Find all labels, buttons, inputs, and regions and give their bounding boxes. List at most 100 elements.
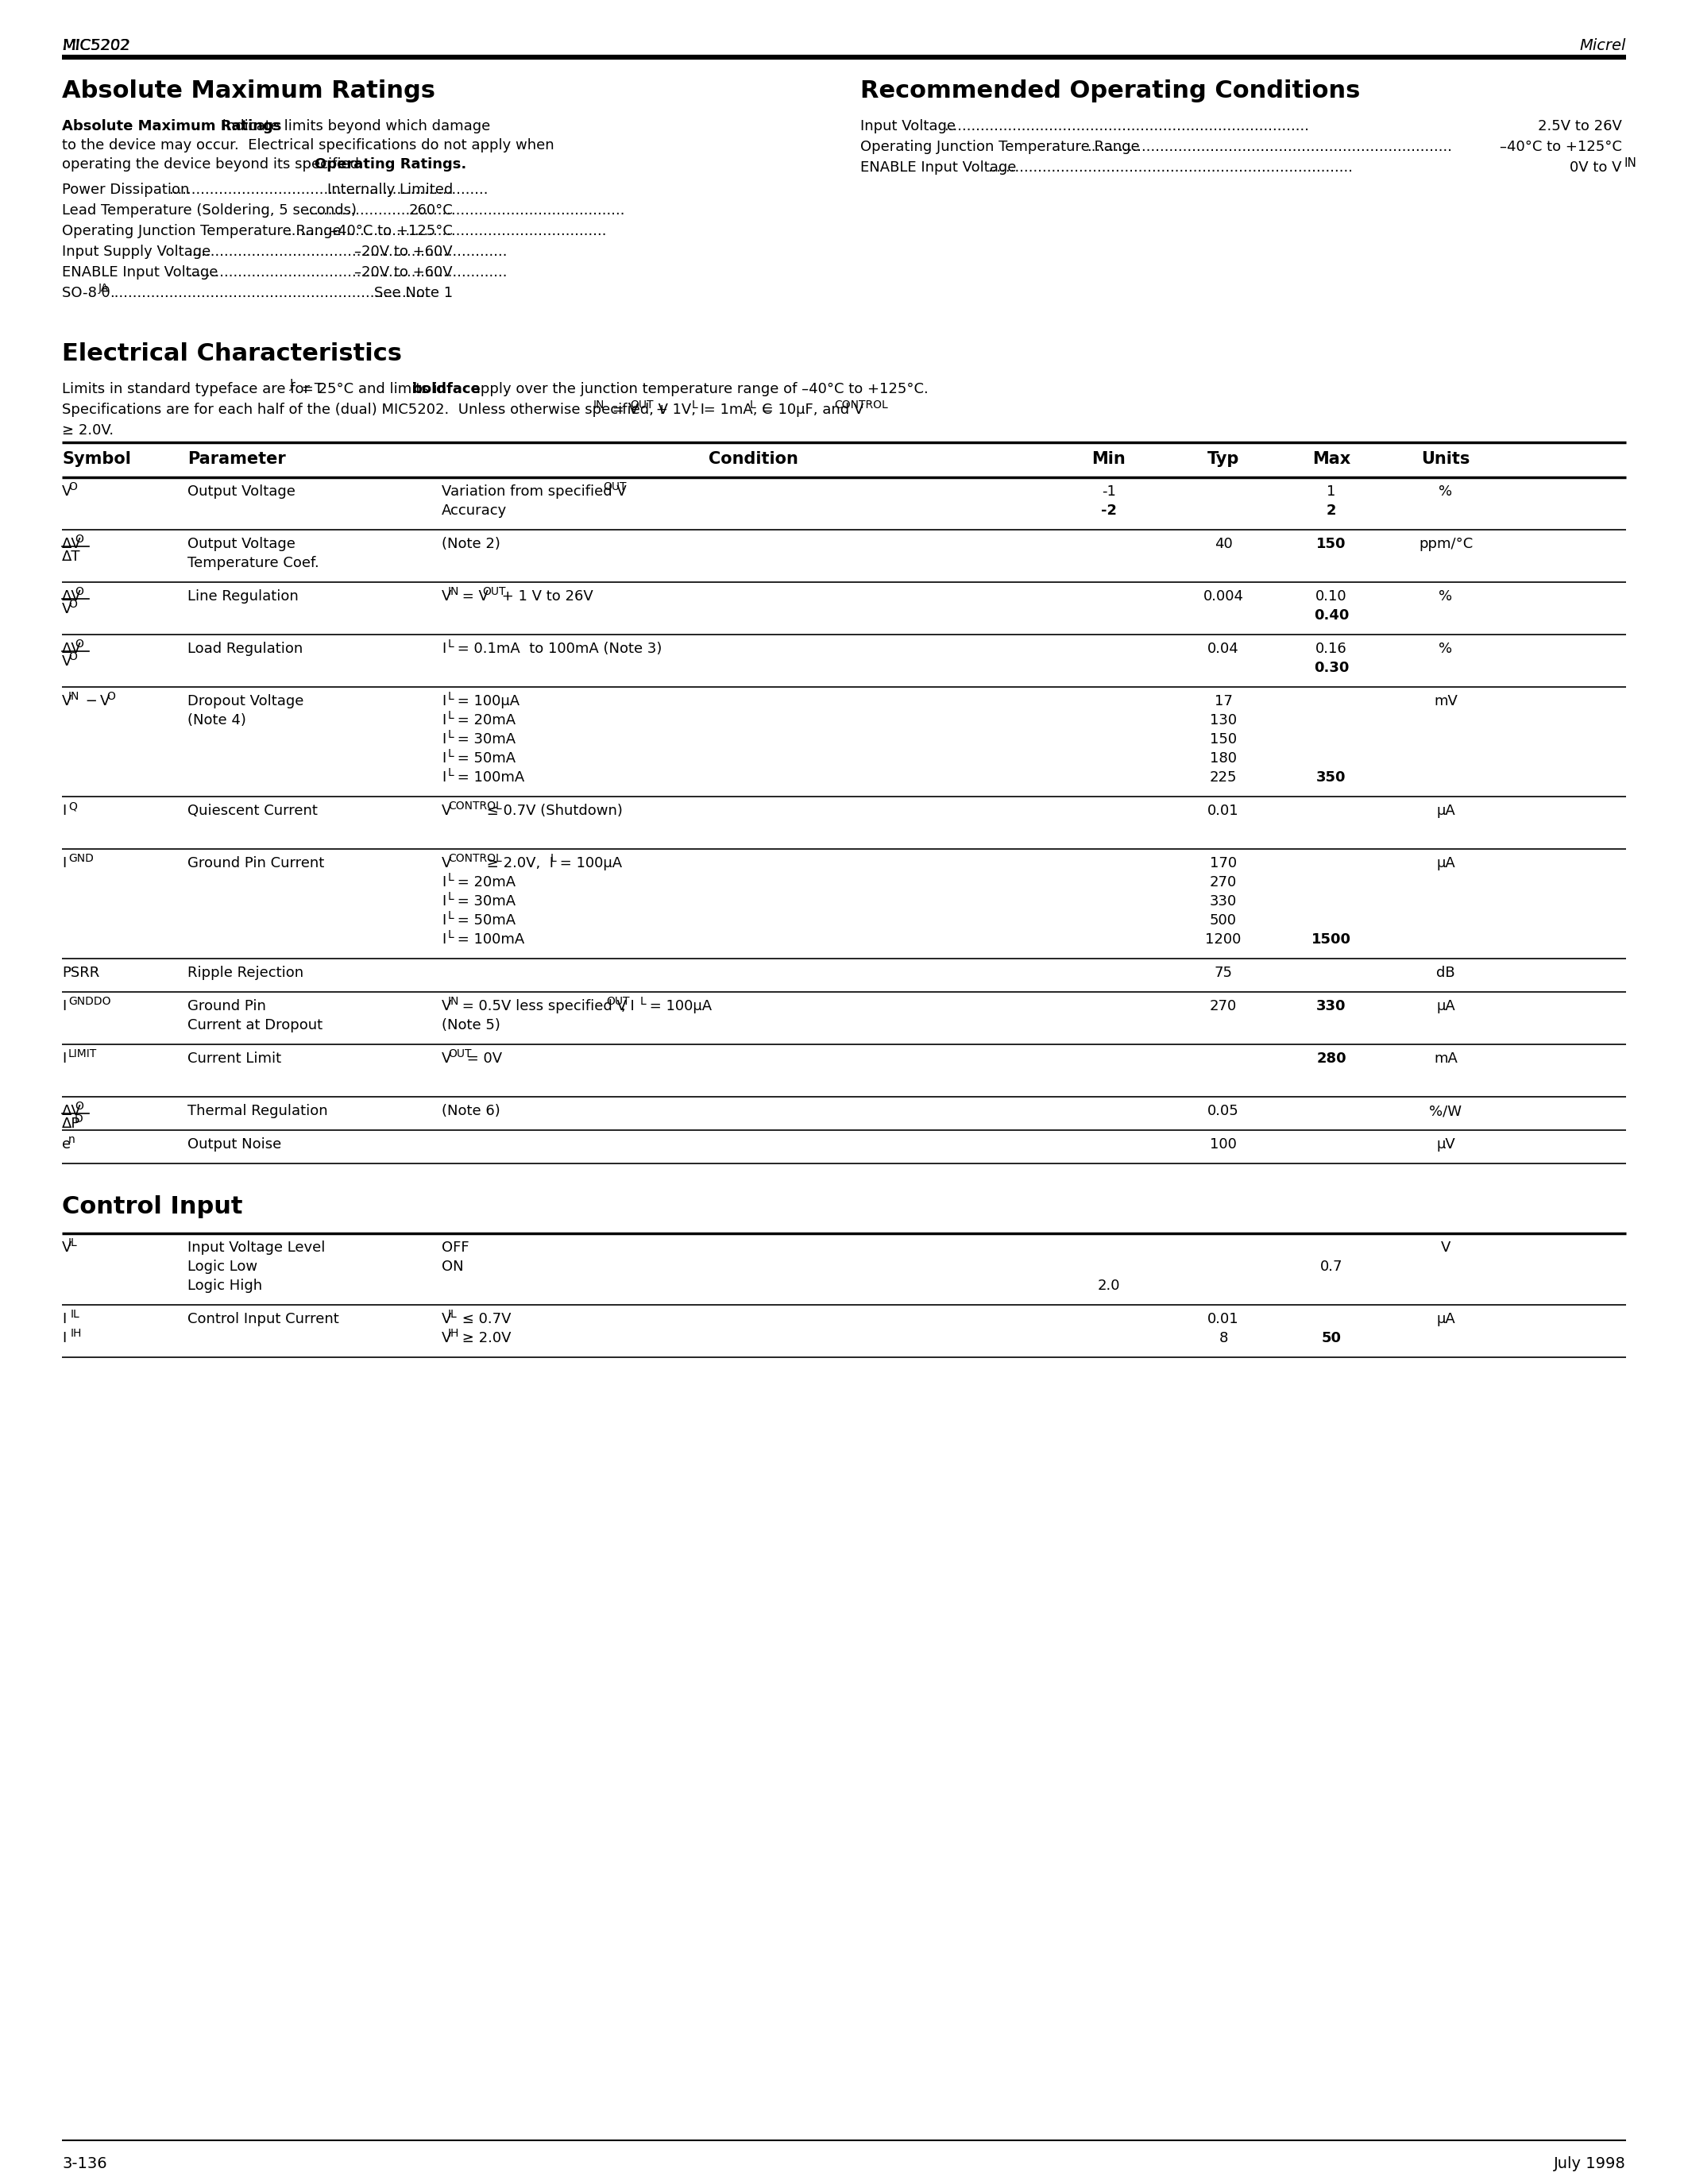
Text: D: D: [74, 1114, 83, 1125]
Text: ENABLE Input Voltage: ENABLE Input Voltage: [62, 264, 218, 280]
Text: 17: 17: [1214, 695, 1232, 708]
Text: Variation from specified V: Variation from specified V: [442, 485, 626, 498]
Text: V: V: [442, 1051, 451, 1066]
Text: Operating Junction Temperature Range: Operating Junction Temperature Range: [861, 140, 1139, 155]
Text: Control Input: Control Input: [62, 1195, 243, 1219]
Text: (Note 4): (Note 4): [187, 714, 246, 727]
Text: Typ: Typ: [1207, 452, 1239, 467]
Text: CONTROL: CONTROL: [834, 400, 888, 411]
Text: V: V: [442, 1330, 451, 1345]
Text: I: I: [442, 751, 446, 767]
Text: I: I: [62, 856, 66, 871]
Text: 260°C: 260°C: [408, 203, 452, 218]
Text: μA: μA: [1436, 998, 1455, 1013]
Text: V: V: [62, 695, 73, 708]
Text: Ground Pin: Ground Pin: [187, 998, 267, 1013]
Text: 350: 350: [1317, 771, 1347, 784]
Text: IN: IN: [68, 690, 79, 701]
Text: Power Dissipation: Power Dissipation: [62, 183, 189, 197]
Text: Control Input Current: Control Input Current: [187, 1313, 339, 1326]
Text: I: I: [62, 1313, 66, 1326]
Text: , I: , I: [621, 998, 635, 1013]
Text: I: I: [62, 998, 66, 1013]
Text: Accuracy: Accuracy: [442, 505, 506, 518]
Text: mA: mA: [1433, 1051, 1458, 1066]
Text: L: L: [550, 854, 557, 865]
Text: 0.40: 0.40: [1313, 609, 1349, 622]
Text: O: O: [68, 480, 78, 491]
Text: -2: -2: [1101, 505, 1117, 518]
Text: 2.5V to 26V: 2.5V to 26V: [1538, 120, 1622, 133]
Text: e: e: [62, 1138, 71, 1151]
Text: Input Voltage: Input Voltage: [861, 120, 955, 133]
Text: SO-8 θ: SO-8 θ: [62, 286, 110, 299]
Text: Symbol: Symbol: [62, 452, 132, 467]
Text: V: V: [442, 804, 451, 819]
Text: O: O: [74, 1101, 83, 1112]
Text: I: I: [442, 714, 446, 727]
Text: 270: 270: [1210, 998, 1237, 1013]
Text: 50: 50: [1322, 1330, 1342, 1345]
Text: I: I: [442, 876, 446, 889]
Text: 2.0: 2.0: [1097, 1278, 1121, 1293]
Text: = 0V: = 0V: [463, 1051, 503, 1066]
Text: 330: 330: [1210, 893, 1237, 909]
Text: –20V to +60V: –20V to +60V: [354, 245, 452, 260]
Text: 1500: 1500: [1312, 933, 1350, 946]
Text: GND: GND: [68, 854, 93, 865]
Text: 3-136: 3-136: [62, 2156, 106, 2171]
Text: IN: IN: [447, 585, 459, 596]
Text: V: V: [442, 590, 451, 603]
Text: –40°C to +125°C: –40°C to +125°C: [1501, 140, 1622, 155]
Text: Operating Ratings.: Operating Ratings.: [314, 157, 466, 173]
Text: Electrical Characteristics: Electrical Characteristics: [62, 343, 402, 365]
Text: ΔV: ΔV: [62, 590, 81, 603]
Text: 0.004: 0.004: [1204, 590, 1244, 603]
Text: Input Voltage Level: Input Voltage Level: [187, 1241, 326, 1256]
Text: ......................................................................: ........................................…: [287, 225, 606, 238]
Text: = V: = V: [608, 402, 638, 417]
Text: IL: IL: [68, 1238, 78, 1249]
Text: + 1V, I: + 1V, I: [652, 402, 704, 417]
Text: 130: 130: [1210, 714, 1237, 727]
Text: I: I: [442, 913, 446, 928]
Text: PSRR: PSRR: [62, 965, 100, 981]
Text: %: %: [1438, 590, 1452, 603]
Text: I: I: [442, 642, 446, 655]
Text: V: V: [62, 603, 73, 616]
Text: ......................................................................: ........................................…: [110, 286, 430, 299]
Text: Absolute Maximum Ratings: Absolute Maximum Ratings: [62, 79, 436, 103]
Text: (Note 6): (Note 6): [442, 1103, 500, 1118]
Text: Internally Limited: Internally Limited: [327, 183, 452, 197]
Text: = 30mA: = 30mA: [452, 732, 515, 747]
Text: ON: ON: [442, 1260, 464, 1273]
Text: V: V: [62, 485, 73, 498]
Text: = 10μF, and V: = 10μF, and V: [756, 402, 864, 417]
Text: Dropout Voltage: Dropout Voltage: [187, 695, 304, 708]
Text: Quiescent Current: Quiescent Current: [187, 804, 317, 819]
Text: 0.10: 0.10: [1315, 590, 1347, 603]
Text: 225: 225: [1210, 771, 1237, 784]
Text: I: I: [442, 893, 446, 909]
Text: Units: Units: [1421, 452, 1470, 467]
Text: = 20mA: = 20mA: [452, 876, 515, 889]
Text: L: L: [749, 400, 756, 411]
Text: ................................................................................: ........................................…: [987, 159, 1352, 175]
Text: Output Noise: Output Noise: [187, 1138, 282, 1151]
Text: 0.05: 0.05: [1207, 1103, 1239, 1118]
Text: μA: μA: [1436, 804, 1455, 819]
Text: L: L: [447, 749, 454, 760]
Text: MIC5202: MIC5202: [62, 37, 130, 52]
Text: Load Regulation: Load Regulation: [187, 642, 302, 655]
Text: IN: IN: [594, 400, 604, 411]
Text: Min: Min: [1092, 452, 1126, 467]
Text: (Note 5): (Note 5): [442, 1018, 500, 1033]
Text: ΔV: ΔV: [62, 642, 81, 655]
Text: 100: 100: [1210, 1138, 1237, 1151]
Text: Logic High: Logic High: [187, 1278, 262, 1293]
Text: ......................................................................: ........................................…: [187, 264, 506, 280]
Text: Max: Max: [1312, 452, 1350, 467]
Text: L: L: [447, 928, 454, 941]
Text: = 100μA: = 100μA: [645, 998, 712, 1013]
Text: OUT: OUT: [447, 1048, 471, 1059]
